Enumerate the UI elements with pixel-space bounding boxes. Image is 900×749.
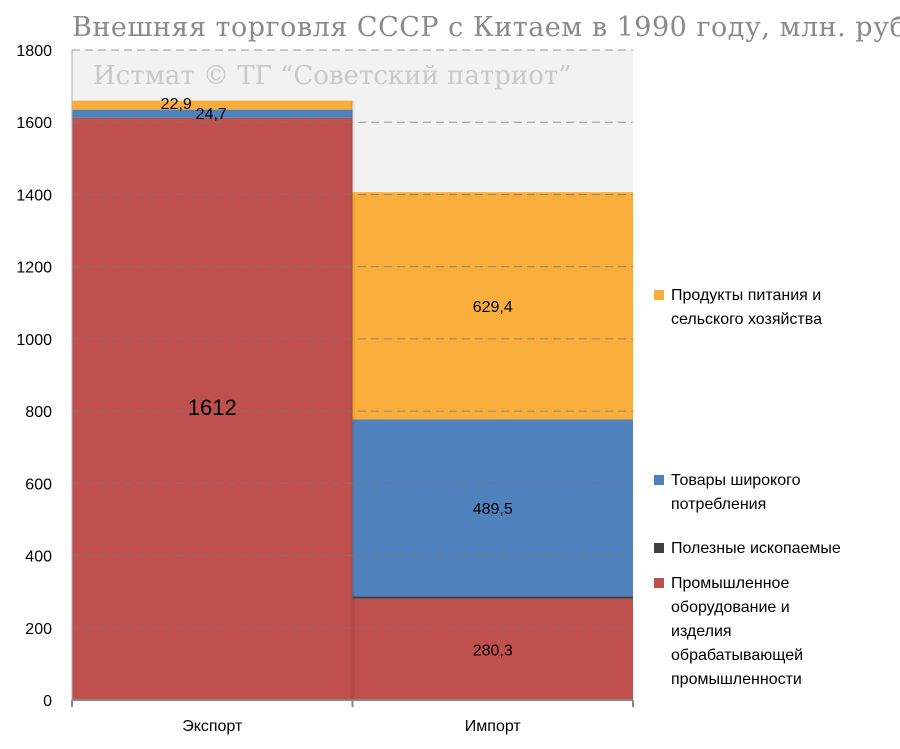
y-tick-label: 1200 [16,260,52,277]
legend-swatch [654,543,664,553]
y-tick-label: 1800 [16,43,52,60]
legend-label: потребления [671,496,766,513]
data-label: 24,7 [196,106,227,123]
bar-0-3 [72,100,353,110]
legend-swatch [654,475,664,485]
legend-label: Полезные ископаемые [671,540,841,557]
legend-item: Полезные ископаемые [654,540,841,557]
bar-1-0 [352,598,633,700]
bar-1-3 [352,192,633,420]
legend-label: Товары широкого [671,472,801,489]
bar-0-2 [72,109,353,118]
legend-swatch [654,578,664,588]
y-tick-label: 400 [25,549,52,566]
legend-item: Промышленное оборудование и изделия обрабат… [654,575,803,688]
data-label: 629,4 [473,299,513,316]
legend-label: Продукты питания и [671,287,821,304]
data-label: 280,3 [473,642,513,659]
legend-label: Промышленное [671,575,789,592]
legend-label: промышленности [671,671,802,688]
x-category-label: Импорт [465,718,522,735]
legend-item: Продукты питания и сельского хозяйства [654,287,822,328]
y-tick-label: 1600 [16,115,52,132]
data-label: 489,5 [473,501,513,518]
legend-label: обрабатывающей [671,647,803,664]
legend-label: изделия [671,623,732,640]
legend-label: сельского хозяйства [671,311,822,328]
legend: Продукты питания и сельского хозяйства Тов… [654,287,841,688]
y-tick-label: 1400 [16,187,52,204]
y-tick-label: 200 [25,621,52,638]
watermark: Истмат © ТГ “Советский патриот” [93,61,572,91]
y-tick-label: 800 [25,404,52,421]
y-tick-label: 1000 [16,332,52,349]
legend-label: оборудование и [671,599,790,616]
bar-shadow [350,100,355,700]
bar-1-2 [352,419,633,597]
legend-item: Товары широкого потребления [654,472,801,513]
bar-0-0 [72,117,353,700]
y-tick-label: 0 [43,693,52,710]
legend-swatch [654,290,664,300]
plot-area: Истмат © ТГ “Советский патриот” 0 200 400 60… [16,43,634,735]
chart-title: Внешняя торговля СССР с Китаем в 1990 го… [72,12,900,43]
y-tick-label: 600 [25,476,52,493]
x-category-label: Экспорт [182,718,243,735]
data-label: 1612 [188,395,237,420]
bar-1-1 [352,596,633,599]
data-label: 22,9 [161,96,192,113]
